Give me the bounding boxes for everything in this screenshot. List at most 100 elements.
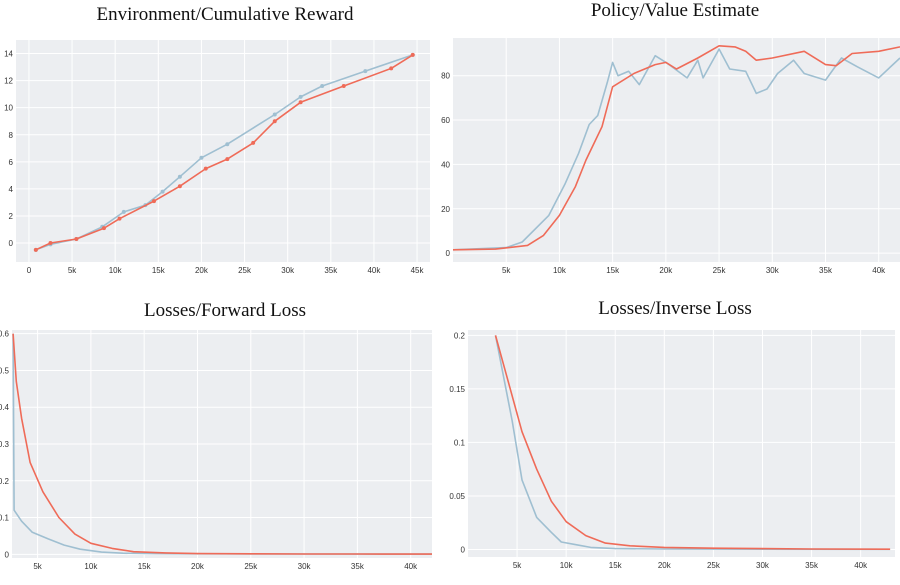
x-tick-label: 30k — [766, 266, 780, 275]
y-tick-label: 0.2 — [0, 477, 10, 486]
x-tick-label: 5k — [513, 561, 522, 570]
chart-panel-inverse-loss: Losses/Inverse Loss 5k 10k 15k 20k 25k 30k 35k… — [449, 292, 900, 585]
chart-panel-value-estimate: Policy/Value Estimate 5k 10k 15k 20k 25k 30k 3… — [441, 0, 900, 292]
y-tick-label: 0.1 — [0, 514, 10, 523]
x-tick-label: 20k — [195, 266, 209, 275]
y-tick-label: 60 — [441, 116, 450, 125]
chart-plot: 0 5k 10k 15k 20k 25k 30k 35k 40k 45k 0 2 4 6 8 10 12 14 — [4, 40, 430, 275]
x-tick-label: 30k — [281, 266, 295, 275]
series-line-blue — [452, 48, 900, 251]
plot-area — [453, 38, 900, 262]
x-tick-label: 30k — [756, 561, 770, 570]
data-point-red — [389, 66, 394, 71]
x-tick-label: 20k — [658, 561, 672, 570]
x-tick-label: 35k — [351, 562, 365, 571]
x-tick-label: 45k — [411, 266, 425, 275]
chart-plot: 5k 10k 15k 20k 25k 30k 35k 40k 0 20 40 60 80 — [441, 38, 900, 275]
y-tick-label: 0.05 — [449, 492, 465, 501]
data-point-blue — [320, 84, 325, 89]
data-point-red — [33, 247, 38, 252]
x-tick-label: 15k — [609, 561, 623, 570]
data-point-blue — [177, 174, 182, 179]
data-point-red — [152, 199, 156, 204]
y-tick-label: 6 — [9, 158, 14, 167]
plot-area — [16, 40, 430, 262]
data-point-red — [203, 166, 208, 171]
y-tick-label: 80 — [441, 72, 450, 81]
y-tick-label: 0 — [446, 249, 451, 258]
data-point-red — [74, 236, 79, 241]
x-tick-label: 0 — [27, 266, 32, 275]
y-tick-label: 0.5 — [0, 366, 10, 375]
x-tick-label: 10k — [553, 266, 567, 275]
y-tick-label: 4 — [9, 185, 14, 194]
x-tick-label: 5k — [502, 266, 511, 275]
y-tick-label: 0.1 — [454, 438, 466, 447]
x-tick-label: 25k — [707, 561, 721, 570]
x-tick-label: 20k — [191, 562, 205, 571]
y-tick-label: 0.4 — [0, 403, 10, 412]
data-point-red — [48, 241, 53, 246]
y-tick-label: 0 — [461, 546, 466, 555]
chart-title: Losses/Forward Loss — [143, 300, 307, 321]
x-tick-label: 15k — [138, 562, 152, 571]
x-tick-label: 35k — [819, 266, 833, 275]
x-tick-label: 40k — [367, 266, 381, 275]
x-tick-label: 10k — [84, 562, 98, 571]
x-tick-label: 20k — [659, 266, 673, 275]
chart-panel-cumulative-reward: Environment/Cumulative Reward 0 5k 10k 15k 2… — [0, 0, 450, 292]
x-tick-label: 35k — [324, 266, 338, 275]
data-point-red — [225, 157, 230, 162]
y-tick-label: 0.3 — [0, 440, 10, 449]
y-tick-label: 0 — [5, 550, 10, 559]
y-tick-label: 20 — [441, 205, 450, 214]
data-point-blue — [298, 94, 303, 99]
x-tick-label: 35k — [805, 561, 819, 570]
data-point-red — [117, 216, 122, 221]
x-tick-label: 15k — [152, 266, 166, 275]
y-tick-label: 0.2 — [454, 331, 466, 340]
data-point-blue — [121, 209, 126, 214]
chart-plot: 5k 10k 15k 20k 25k 30k 35k 40k 0 0.05 0.1 0.15 0.2 — [449, 330, 895, 570]
data-point-blue — [225, 142, 230, 147]
data-point-blue — [272, 112, 277, 117]
chart-title: Policy/Value Estimate — [590, 0, 760, 21]
x-tick-label: 25k — [238, 266, 252, 275]
chart-plot: 5k 10k 15k 20k 25k 30k 35k 40k 0 0.1 0.2 0.3 0.4 0.5 0… — [0, 330, 433, 571]
x-tick-label: 25k — [244, 562, 258, 571]
y-tick-label: 2 — [9, 212, 14, 221]
series-line-red — [12, 333, 433, 555]
x-tick-label: 15k — [606, 266, 620, 275]
y-tick-label: 10 — [4, 104, 13, 113]
data-point-red — [410, 52, 415, 57]
series-line-red — [494, 335, 891, 551]
x-tick-label: 25k — [713, 266, 727, 275]
y-tick-label: 8 — [9, 131, 14, 140]
data-point-blue — [160, 189, 165, 194]
data-point-red — [272, 119, 277, 124]
y-tick-label: 12 — [4, 77, 13, 86]
y-tick-label: 40 — [441, 160, 450, 169]
data-point-red — [101, 226, 106, 231]
x-tick-label: 40k — [872, 266, 886, 275]
x-tick-label: 40k — [404, 562, 418, 571]
x-tick-label: 40k — [854, 561, 868, 570]
chart-title: Environment/Cumulative Reward — [96, 4, 354, 25]
y-tick-label: 14 — [4, 50, 13, 59]
data-point-red — [251, 140, 256, 145]
series-line-red — [452, 44, 900, 251]
series-line-blue — [494, 335, 891, 551]
y-tick-label: 0 — [9, 239, 14, 248]
x-tick-label: 30k — [298, 562, 312, 571]
x-tick-label: 5k — [68, 266, 77, 275]
data-point-red — [341, 84, 346, 89]
data-point-blue — [199, 155, 204, 160]
x-tick-label: 10k — [109, 266, 123, 275]
data-point-red — [298, 100, 303, 105]
data-point-blue — [363, 69, 368, 74]
y-tick-label: 0.15 — [449, 385, 465, 394]
x-tick-label: 10k — [560, 561, 574, 570]
chart-title: Losses/Inverse Loss — [598, 298, 752, 319]
y-tick-label: 0.6 — [0, 330, 10, 339]
plot-area — [468, 330, 895, 557]
